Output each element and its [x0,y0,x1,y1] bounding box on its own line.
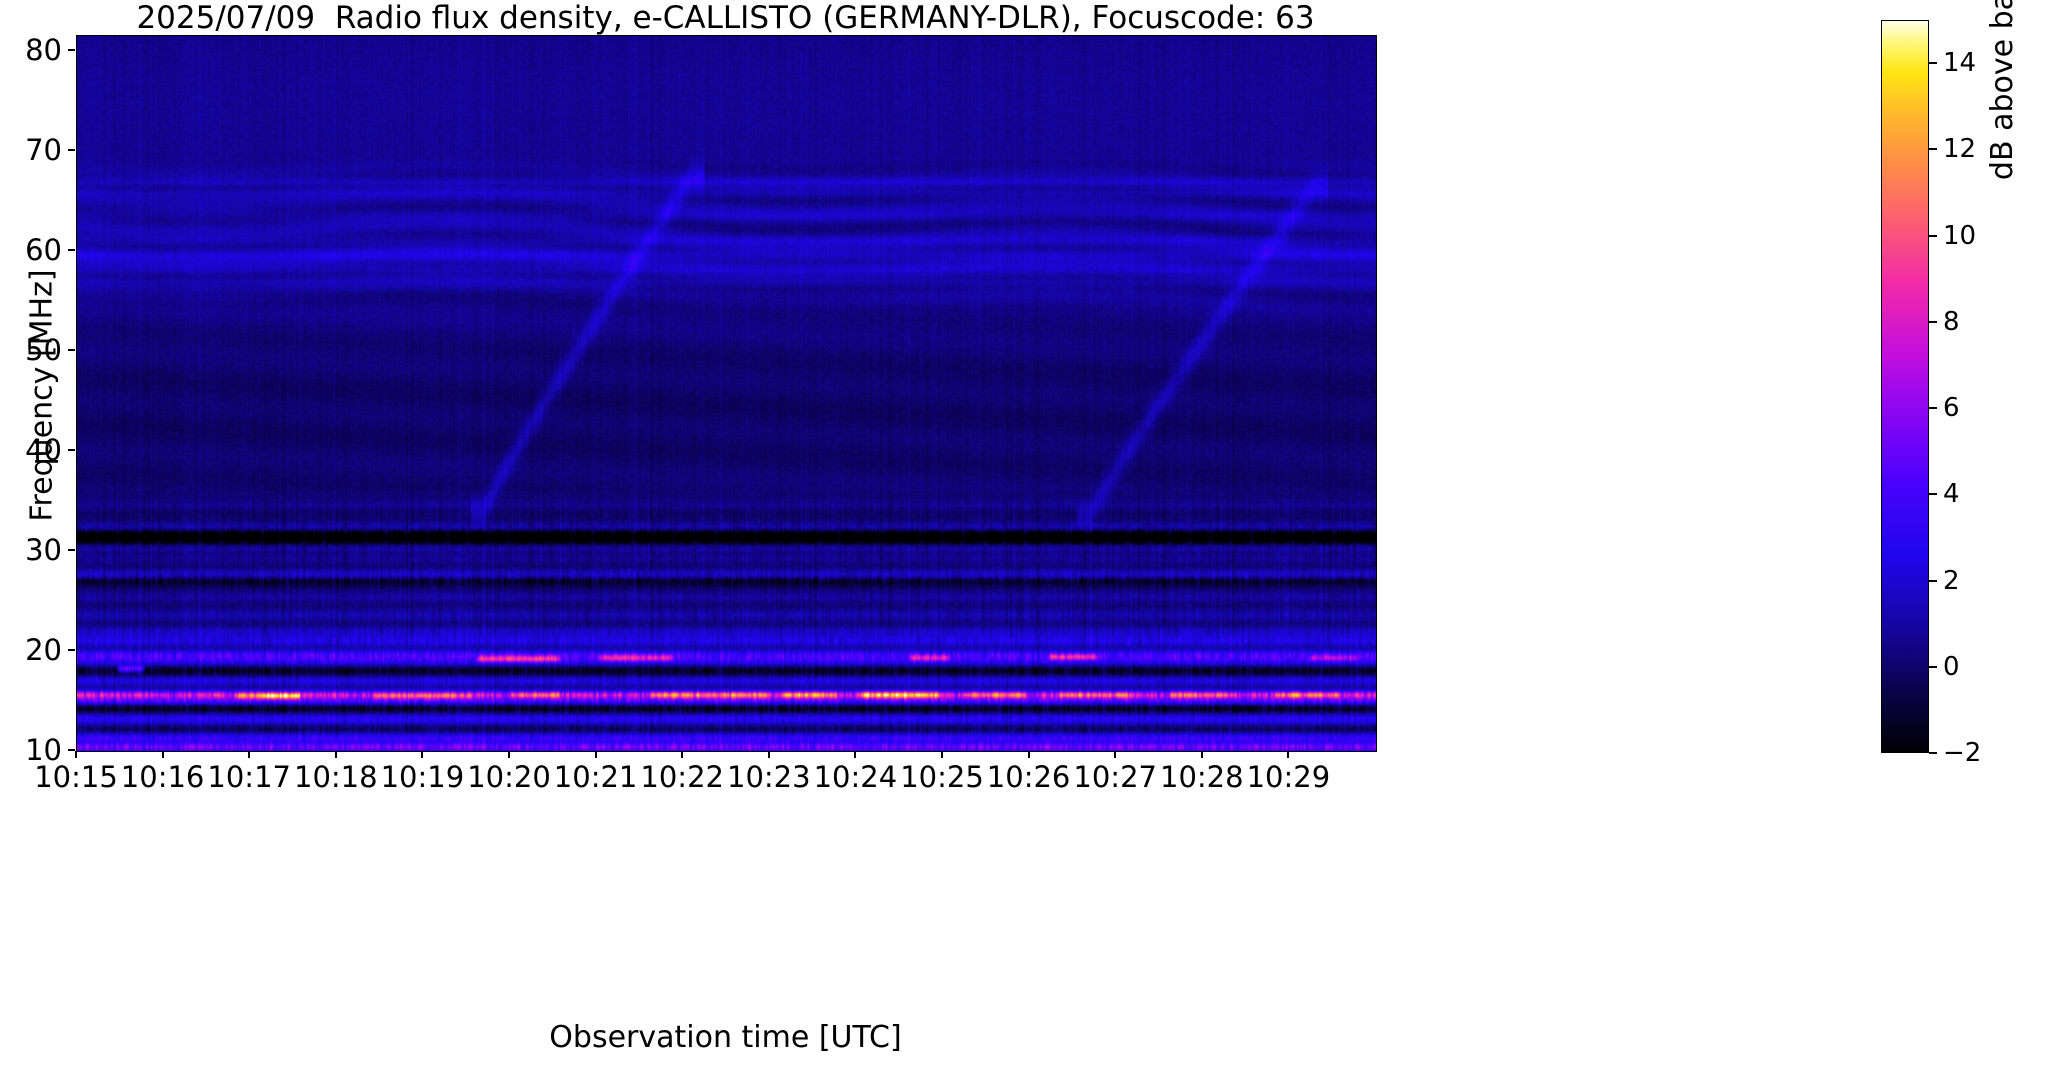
y-tick-mark [68,149,75,151]
x-tick-mark [161,751,164,758]
x-tick-mark [941,751,943,758]
x-tick-mark [1027,751,1030,758]
x-tick-label: 10:17 [207,760,291,794]
colorbar-tick-mark [1929,320,1937,323]
x-tick-label: 10:29 [1246,760,1331,794]
colorbar-tick-mark [1929,752,1937,754]
y-axis-label: Frequency [MHz] [24,269,60,522]
colorbar-tick-label: 2 [1943,565,1960,596]
x-tick-mark [75,751,77,758]
x-tick-mark [681,751,684,758]
colorbar: 14 12 10 8 6 4 2 0 −2 [1881,20,1981,768]
colorbar-tick-label: 14 [1943,48,1977,79]
colorbar-tick-label: 8 [1943,306,1960,337]
y-tick-label: 30 [25,533,62,567]
page-title: 2025/07/09 Radio flux density, e-CALLIST… [136,0,1315,36]
spectrogram-image [77,36,1376,751]
colorbar-tick-mark [1929,148,1937,151]
y-tick-label: 10 [25,733,62,767]
x-tick-mark [767,751,770,758]
x-tick-label: 10:27 [1073,760,1157,794]
colorbar-tick-mark [1929,62,1937,65]
x-tick-label: 10:15 [34,760,118,794]
colorbar-tick-mark [1929,234,1937,237]
x-tick-mark [1200,751,1203,758]
y-tick-mark [68,49,75,51]
colorbar-tick-mark [1929,493,1937,496]
colorbar-tick-label: 6 [1943,393,1960,424]
x-tick-label: 10:16 [120,760,205,794]
colorbar-tick-mark [1929,407,1937,410]
x-tick-label: 10:26 [986,760,1071,794]
x-tick-mark [1114,751,1117,758]
x-tick-mark [854,751,857,758]
x-tick-label: 10:28 [1160,760,1244,794]
colorbar-gradient [1881,20,1929,753]
x-tick-label: 10:24 [813,760,898,794]
colorbar-tick-label: 4 [1943,479,1960,510]
x-tick-label: 10:21 [553,760,638,794]
x-tick-mark [248,751,251,758]
y-tick-label: 60 [25,233,62,267]
colorbar-label: dB above background [1985,0,2020,181]
colorbar-tick-label: 12 [1943,134,1977,165]
colorbar-tick-mark [1929,665,1937,668]
x-tick-label: 10:20 [467,760,551,794]
x-tick-mark [421,751,424,758]
y-tick-mark [68,349,75,351]
x-tick-mark [1287,751,1290,758]
x-tick-mark [594,751,597,758]
y-tick-label: 70 [25,133,62,167]
y-tick-mark [68,749,75,751]
x-tick-label: 10:18 [294,760,378,794]
x-tick-label: 10:19 [380,760,465,794]
colorbar-tick-mark [1929,579,1937,582]
y-tick-mark [68,649,75,651]
x-tick-label: 10:25 [900,760,984,794]
y-tick-mark [68,249,75,251]
colorbar-tick-label: −2 [1943,738,1982,768]
y-tick-label: 50 [25,333,62,367]
y-tick-label: 80 [25,33,62,67]
x-tick-label: 10:23 [727,760,811,794]
colorbar-tick-label: 0 [1943,651,1960,682]
y-tick-mark [68,449,75,451]
y-tick-label: 40 [25,433,62,467]
x-tick-mark [334,751,337,758]
spectrogram-plot-area [76,35,1377,752]
x-tick-label: 10:22 [640,760,724,794]
colorbar-tick-label: 10 [1943,220,1977,251]
x-tick-mark [508,751,510,758]
x-axis-label: Observation time [UTC] [549,1020,902,1055]
y-tick-mark [68,549,75,551]
y-tick-label: 20 [25,633,62,667]
